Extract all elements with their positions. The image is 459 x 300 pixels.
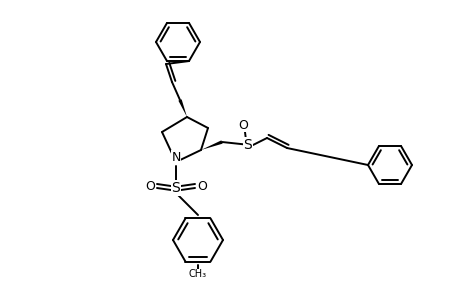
Text: S: S (171, 181, 180, 195)
Text: O: O (196, 179, 207, 193)
Text: O: O (145, 179, 155, 193)
Text: N: N (171, 151, 180, 164)
Text: CH₃: CH₃ (189, 269, 207, 279)
Text: O: O (238, 118, 247, 131)
Polygon shape (178, 99, 187, 117)
Text: S: S (243, 138, 252, 152)
Polygon shape (201, 140, 222, 150)
